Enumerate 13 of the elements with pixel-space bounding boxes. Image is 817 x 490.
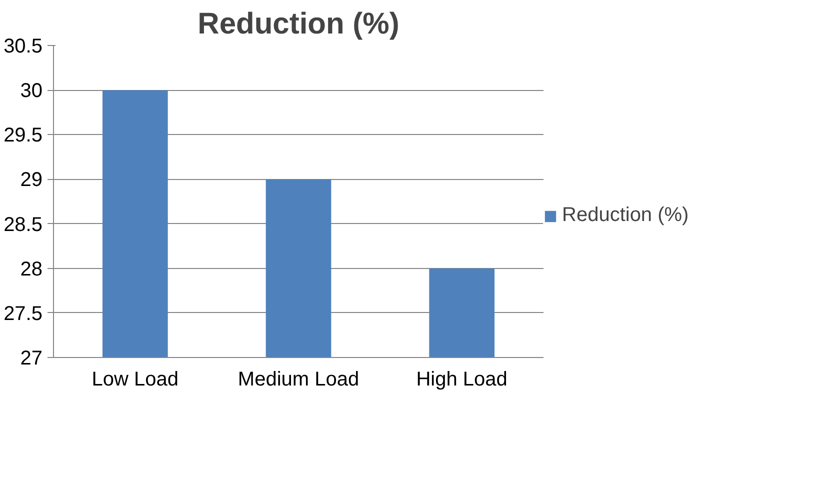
chart-title: Reduction (%) — [198, 8, 400, 40]
x-tick-label: Medium Load — [238, 368, 360, 390]
y-tick-label: 28 — [20, 258, 43, 280]
y-tick-label: 27 — [20, 348, 43, 370]
y-tick-label: 29.5 — [4, 124, 43, 147]
x-tick-label: Low Load — [92, 368, 179, 390]
x-tick-label: High Load — [416, 368, 508, 390]
y-tick-label: 27.5 — [4, 302, 43, 325]
legend-label: Reduction (%) — [562, 204, 689, 227]
y-tick-label: 30.5 — [4, 36, 43, 58]
y-tick-label: 28.5 — [4, 214, 43, 236]
y-tick-label: 30 — [20, 80, 43, 102]
y-tick-label: 29 — [20, 169, 43, 192]
